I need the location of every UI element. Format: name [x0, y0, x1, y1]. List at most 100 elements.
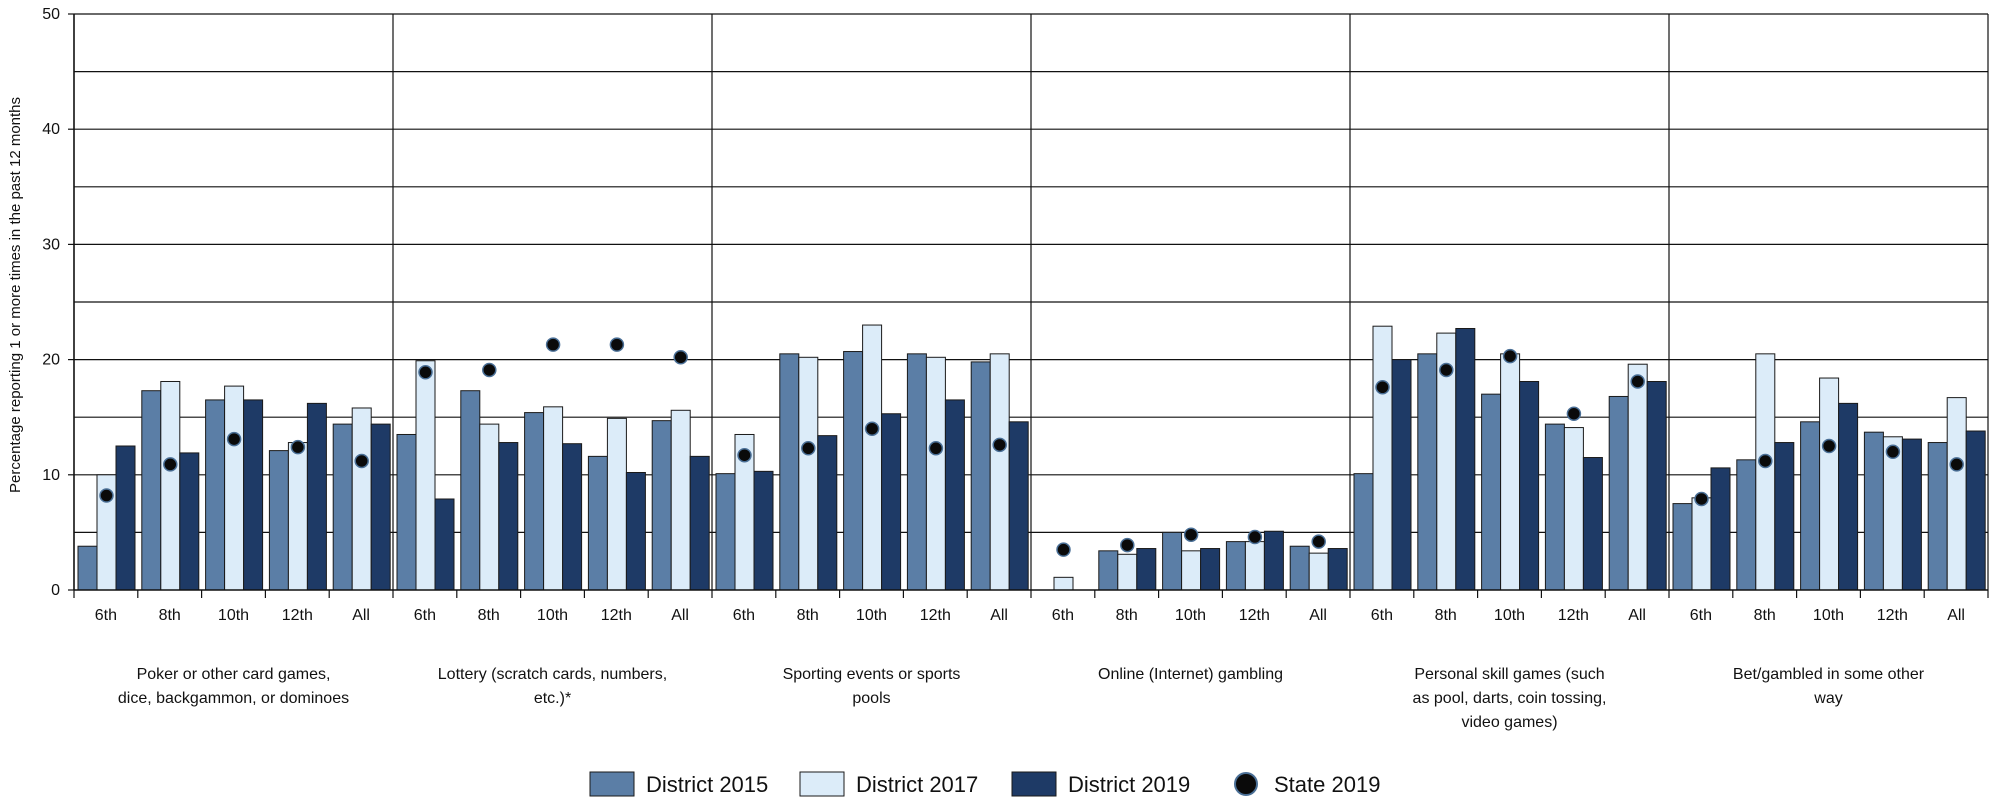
bar [1946, 397, 1967, 591]
state-dot [1120, 537, 1135, 553]
bar [1117, 553, 1138, 591]
bar [160, 380, 181, 591]
x-tick-label: 8th [1754, 607, 1776, 624]
bar [1162, 531, 1183, 591]
state-dot [737, 447, 752, 463]
bar [625, 471, 646, 591]
bar [179, 452, 200, 591]
legend-swatch [1011, 771, 1057, 797]
x-tick-label: 8th [159, 607, 181, 624]
bar [1838, 402, 1859, 591]
state-dot [1885, 444, 1901, 460]
bar [396, 433, 417, 591]
bar [1819, 377, 1840, 591]
x-tick-label: 8th [478, 607, 500, 624]
y-tick-label: 10 [42, 467, 60, 484]
bar [479, 423, 500, 591]
state-dot [418, 365, 433, 380]
bar [562, 443, 583, 591]
y-axis-title: Percentage reporting 1 or more times in … [7, 97, 24, 493]
bar [243, 399, 264, 591]
x-tick-label: All [352, 607, 370, 624]
bar [651, 420, 672, 591]
x-tick-label: 6th [95, 607, 117, 624]
legend-swatch [589, 771, 635, 797]
bar [1308, 552, 1329, 591]
x-tick-label: 10th [1175, 607, 1206, 624]
bar [1608, 395, 1629, 591]
bar [1053, 576, 1074, 591]
bar [332, 423, 353, 591]
x-tick-label: All [1309, 607, 1327, 624]
bar [1200, 548, 1221, 591]
axes [68, 13, 1989, 598]
group-label: way [1813, 690, 1842, 707]
x-tick-label: 12th [601, 607, 632, 624]
state-dot [354, 453, 369, 469]
state-dot [163, 457, 178, 472]
x-tick-label: 6th [1371, 607, 1393, 624]
y-tick-label: 30 [42, 236, 60, 253]
x-tick-label: 12th [1558, 607, 1589, 624]
bar [141, 390, 162, 591]
x-tick-label: 6th [733, 607, 755, 624]
bar [1391, 359, 1412, 591]
bar [1863, 431, 1884, 591]
x-tick-label: 12th [1877, 607, 1908, 624]
bar [1481, 393, 1502, 591]
state-dot [226, 431, 242, 447]
state-dot [1439, 362, 1454, 378]
x-tick-label: 10th [1813, 607, 1844, 624]
x-tick-label: 10th [537, 607, 568, 624]
bar [224, 385, 245, 591]
bar [1181, 550, 1202, 591]
y-tick-label: 20 [42, 352, 60, 369]
group-label: video games) [1461, 714, 1557, 731]
bar [862, 324, 883, 591]
bar [843, 351, 864, 591]
bar [906, 353, 927, 591]
bar [1882, 436, 1903, 591]
bar [1800, 421, 1821, 591]
bar [205, 399, 226, 591]
bar [498, 442, 519, 591]
state-dot [864, 421, 880, 436]
bar [115, 445, 136, 591]
x-tick-label: 8th [1435, 607, 1457, 624]
state-dot [1949, 457, 1964, 472]
state-dot [1502, 348, 1518, 364]
x-tick-label: 10th [218, 607, 249, 624]
state-dot [1247, 529, 1263, 545]
bar [1353, 473, 1374, 591]
legend-label: District 2015 [646, 772, 768, 797]
bar [524, 412, 545, 591]
bar [1927, 442, 1948, 591]
legend-swatch [799, 771, 845, 797]
group-label: as pool, darts, coin tossing, [1413, 690, 1607, 707]
bar [779, 353, 800, 591]
y-tick-label: 40 [42, 121, 60, 138]
bar [543, 406, 564, 591]
state-dot [801, 441, 816, 456]
bar [753, 470, 774, 591]
state-dot [1758, 453, 1773, 469]
x-tick-label: 6th [1052, 607, 1074, 624]
x-tick-label: All [990, 607, 1008, 624]
x-tick-labels: 6th 8th 10th 12th All 6th 8th 10th 12th All 6th 8th… [95, 607, 1965, 624]
bar [1965, 430, 1986, 591]
x-tick-label: All [1947, 607, 1965, 624]
bar [925, 356, 946, 591]
bar [1582, 457, 1603, 591]
group-label: Poker or other card games, [137, 666, 331, 683]
state-dot [1183, 527, 1199, 542]
group-label: dice, backgammon, or dominoes [118, 690, 349, 707]
bar [77, 545, 98, 591]
state-dot [1694, 491, 1709, 507]
bar [434, 498, 455, 591]
bar [1289, 545, 1310, 591]
bar [1736, 459, 1757, 591]
legend-label: State 2019 [1274, 772, 1380, 797]
bar [689, 455, 710, 591]
bar [370, 423, 391, 591]
